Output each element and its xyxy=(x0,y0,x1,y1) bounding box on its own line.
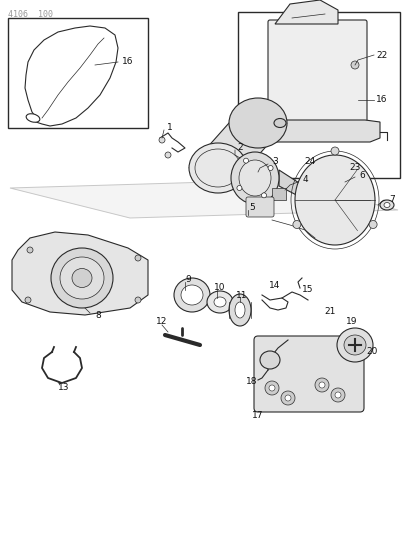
Circle shape xyxy=(335,392,341,398)
Text: 20: 20 xyxy=(366,348,378,357)
Ellipse shape xyxy=(229,294,251,326)
Polygon shape xyxy=(10,180,398,218)
Text: 19: 19 xyxy=(346,318,358,327)
Circle shape xyxy=(262,193,266,198)
Text: 18: 18 xyxy=(246,377,258,386)
Text: 16: 16 xyxy=(122,58,134,67)
Ellipse shape xyxy=(274,118,286,127)
Ellipse shape xyxy=(260,351,280,369)
Text: 12: 12 xyxy=(156,318,168,327)
Text: 15: 15 xyxy=(302,286,314,295)
Ellipse shape xyxy=(207,291,233,313)
Text: 6: 6 xyxy=(359,171,365,180)
Text: 5: 5 xyxy=(249,204,255,213)
Ellipse shape xyxy=(72,269,92,287)
Circle shape xyxy=(281,391,295,405)
Text: 14: 14 xyxy=(269,280,281,289)
Ellipse shape xyxy=(174,278,210,312)
Ellipse shape xyxy=(235,302,245,318)
Circle shape xyxy=(135,255,141,261)
Polygon shape xyxy=(279,170,310,202)
Polygon shape xyxy=(12,232,148,315)
Ellipse shape xyxy=(189,143,247,193)
Text: 9: 9 xyxy=(185,276,191,285)
Ellipse shape xyxy=(337,328,373,362)
Text: 17: 17 xyxy=(252,410,264,419)
Circle shape xyxy=(331,388,345,402)
Text: 10: 10 xyxy=(214,284,226,293)
Ellipse shape xyxy=(380,200,394,210)
Bar xyxy=(8,18,148,128)
Text: 3: 3 xyxy=(272,157,278,166)
Circle shape xyxy=(293,221,301,229)
Ellipse shape xyxy=(214,297,226,307)
Ellipse shape xyxy=(60,257,104,299)
FancyBboxPatch shape xyxy=(246,197,274,217)
Text: 7: 7 xyxy=(389,196,395,205)
Ellipse shape xyxy=(344,335,366,355)
Circle shape xyxy=(265,381,279,395)
Ellipse shape xyxy=(231,152,279,204)
Bar xyxy=(272,188,286,200)
Polygon shape xyxy=(189,123,287,168)
Text: 24: 24 xyxy=(304,157,316,166)
Circle shape xyxy=(369,221,377,229)
Bar xyxy=(238,12,400,178)
Circle shape xyxy=(244,158,248,163)
Ellipse shape xyxy=(384,203,390,207)
Text: 4: 4 xyxy=(302,175,308,184)
Circle shape xyxy=(331,147,339,155)
Text: 11: 11 xyxy=(236,290,248,300)
Text: 2: 2 xyxy=(237,143,243,152)
Text: 21: 21 xyxy=(324,308,336,317)
Text: 1: 1 xyxy=(167,124,173,133)
Circle shape xyxy=(269,385,275,391)
Circle shape xyxy=(135,297,141,303)
Polygon shape xyxy=(260,120,380,142)
Text: 13: 13 xyxy=(58,384,70,392)
Polygon shape xyxy=(275,0,338,24)
Text: 16: 16 xyxy=(376,95,388,104)
Ellipse shape xyxy=(229,98,287,148)
Text: 8: 8 xyxy=(95,311,101,319)
Circle shape xyxy=(285,395,291,401)
Ellipse shape xyxy=(181,285,203,305)
Circle shape xyxy=(25,297,31,303)
Ellipse shape xyxy=(51,248,113,308)
Circle shape xyxy=(315,378,329,392)
Ellipse shape xyxy=(295,155,375,245)
Circle shape xyxy=(268,166,273,171)
Circle shape xyxy=(165,152,171,158)
Circle shape xyxy=(237,185,242,190)
Circle shape xyxy=(27,247,33,253)
Ellipse shape xyxy=(239,160,271,196)
Circle shape xyxy=(159,137,165,143)
Circle shape xyxy=(319,382,325,388)
FancyBboxPatch shape xyxy=(254,336,364,412)
Text: 4106  100: 4106 100 xyxy=(8,10,53,19)
Text: 23: 23 xyxy=(349,164,361,173)
Ellipse shape xyxy=(26,114,40,122)
Text: 22: 22 xyxy=(376,51,388,60)
FancyBboxPatch shape xyxy=(268,20,367,122)
Circle shape xyxy=(351,61,359,69)
